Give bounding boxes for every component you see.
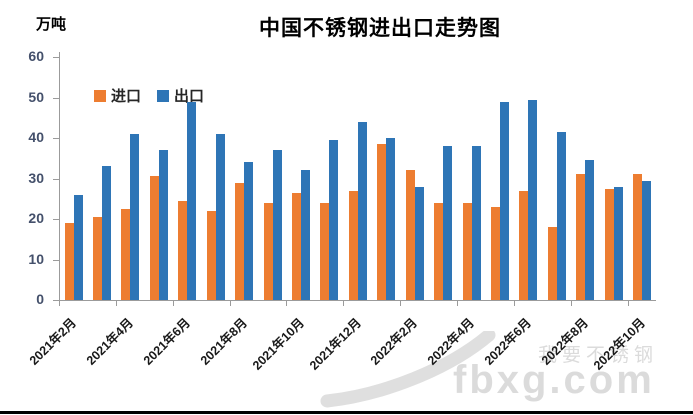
- import-bar: [547, 227, 557, 300]
- y-tick: [53, 97, 59, 99]
- import-bar: [405, 170, 415, 300]
- import-swatch-icon: [94, 89, 106, 102]
- export-bar: [272, 150, 282, 300]
- x-tick: [343, 300, 345, 306]
- export-bar: [414, 186, 424, 300]
- x-tick: [570, 300, 572, 306]
- export-swatch-icon: [157, 89, 170, 102]
- export-bar: [73, 194, 83, 300]
- export-bar: [499, 101, 509, 300]
- x-tick: [627, 300, 629, 306]
- chart-title: 中国不锈钢进出口走势图: [259, 16, 501, 40]
- x-tick: [115, 300, 117, 306]
- export-bar: [386, 138, 396, 300]
- import-bar: [263, 202, 273, 300]
- export-bar: [244, 162, 254, 300]
- y-tick: [53, 259, 59, 261]
- import-bar: [291, 192, 301, 300]
- y-axis-label: 50: [28, 88, 44, 105]
- legend-item-import: 进口: [94, 85, 141, 106]
- y-tick: [53, 138, 59, 139]
- y-tick: [53, 57, 59, 58]
- x-axis-line: [59, 300, 656, 301]
- legend-item-export: 出口: [157, 85, 204, 106]
- export-bar: [613, 186, 623, 300]
- import-bar: [149, 176, 159, 300]
- export-bar: [130, 133, 140, 300]
- import-bar: [576, 174, 586, 300]
- import-bar: [64, 223, 74, 300]
- watermark-brand: fbxg.com: [453, 358, 655, 402]
- import-bar: [92, 216, 102, 300]
- x-tick: [172, 300, 174, 306]
- y-axis-label: 30: [28, 169, 44, 186]
- bottom-divider: [0, 411, 693, 414]
- x-tick: [400, 300, 402, 306]
- y-axis-unit-label: 万吨: [36, 16, 67, 33]
- y-axis-label: 10: [28, 250, 44, 267]
- import-bar: [377, 144, 387, 300]
- import-bar: [235, 182, 245, 300]
- export-bar: [101, 166, 111, 300]
- import-bar: [633, 174, 643, 300]
- y-axis-line: [59, 52, 60, 300]
- import-bar: [348, 190, 358, 300]
- y-tick: [53, 219, 59, 220]
- x-tick: [286, 300, 288, 306]
- watermark-swoosh-icon: [320, 331, 496, 408]
- export-bar: [187, 101, 197, 300]
- export-bar: [585, 160, 595, 300]
- legend: 进口 出口: [94, 85, 204, 106]
- export-bar: [642, 180, 652, 300]
- x-tick: [513, 300, 515, 306]
- export-bar: [556, 131, 566, 300]
- export-bar: [300, 170, 310, 300]
- y-axis-label: 40: [28, 129, 44, 145]
- import-bar: [320, 202, 330, 300]
- import-bar: [434, 202, 444, 300]
- x-tick: [59, 300, 60, 306]
- export-bar: [443, 146, 453, 300]
- y-axis-label: 20: [28, 210, 44, 226]
- export-bar: [158, 150, 168, 300]
- import-bar: [519, 190, 529, 300]
- watermark-slogan: 我要不锈钢: [538, 345, 659, 366]
- y-tick: [53, 178, 59, 180]
- x-tick: [229, 300, 231, 306]
- export-bar: [215, 133, 225, 300]
- import-bar: [178, 200, 188, 300]
- export-bar: [528, 99, 538, 300]
- y-axis-label: 0: [36, 291, 44, 307]
- import-bar: [206, 210, 216, 300]
- x-tick: [457, 300, 458, 306]
- y-tick: [53, 300, 59, 301]
- export-bar: [357, 121, 367, 300]
- y-axis-label: 60: [28, 48, 44, 64]
- import-bar: [462, 202, 472, 300]
- export-bar: [329, 140, 339, 300]
- legend-label-import: 进口: [111, 88, 142, 105]
- import-bar: [490, 206, 500, 300]
- legend-label-export: 出口: [174, 88, 205, 105]
- import-bar: [604, 188, 614, 300]
- import-bar: [121, 208, 131, 300]
- export-bar: [471, 146, 481, 300]
